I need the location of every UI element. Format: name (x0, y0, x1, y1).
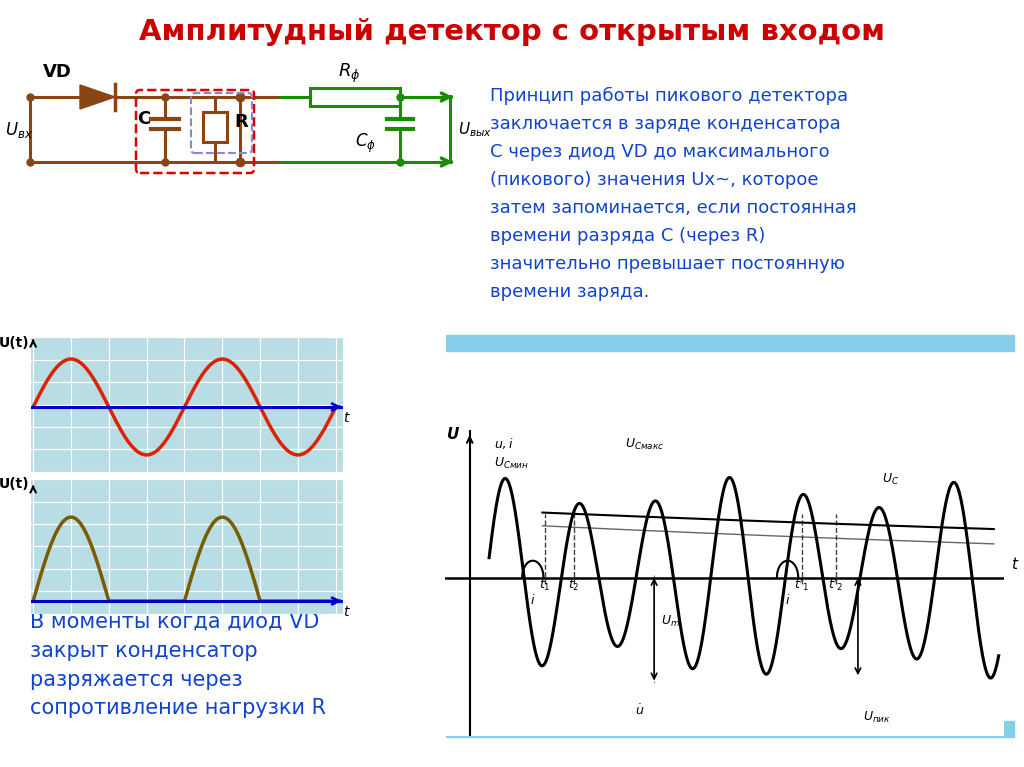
Text: $C_{\phi}$: $C_{\phi}$ (355, 132, 376, 155)
Text: $t'_1$: $t'_1$ (795, 577, 810, 594)
Text: i: i (785, 594, 790, 607)
Text: $U_{вх}$: $U_{вх}$ (5, 120, 33, 140)
Text: $t_2$: $t_2$ (568, 578, 580, 594)
Text: затем запоминается, если постоянная: затем запоминается, если постоянная (490, 199, 857, 217)
Text: U(t): U(t) (0, 336, 30, 350)
Text: $\dot{u}$: $\dot{u}$ (635, 703, 644, 718)
Polygon shape (80, 85, 115, 109)
Text: С через диод VD до максимального: С через диод VD до максимального (490, 143, 829, 161)
Bar (203, 112, 227, 142)
Text: C: C (137, 110, 151, 128)
Text: $t_1$: $t_1$ (539, 578, 551, 594)
Bar (446, 335, 1014, 351)
Text: времени заряда.: времени заряда. (490, 283, 649, 301)
Text: $R_{\phi}$: $R_{\phi}$ (338, 62, 360, 85)
Text: $u,i$: $u,i$ (494, 436, 514, 451)
Text: i: i (531, 594, 535, 607)
Text: Принцип работы пикового детектора: Принцип работы пикового детектора (490, 87, 848, 105)
Text: $U_{C мин}$: $U_{C мин}$ (494, 456, 529, 471)
Text: $U_{вых}$: $U_{вых}$ (458, 120, 493, 140)
Text: U(t): U(t) (0, 477, 30, 491)
Text: В моменты когда диод VD
закрыт конденсатор
разряжается через
сопротивление нагру: В моменты когда диод VD закрыт конденсат… (30, 612, 326, 719)
Text: t: t (343, 605, 348, 619)
Text: $U_{C макс}$: $U_{C макс}$ (625, 437, 665, 452)
Text: значительно превышает постоянную: значительно превышает постоянную (490, 255, 845, 273)
Text: t: t (1011, 558, 1017, 572)
Text: $U_{пик}$: $U_{пик}$ (863, 709, 891, 725)
Text: заключается в заряде конденсатора: заключается в заряде конденсатора (490, 115, 841, 133)
Bar (446, 721, 1014, 737)
Text: $t'_2$: $t'_2$ (828, 577, 844, 594)
Text: U: U (446, 427, 459, 443)
Text: t: t (343, 411, 348, 425)
Text: Амплитудный детектор с открытым входом: Амплитудный детектор с открытым входом (139, 18, 885, 46)
Text: времени разряда С (через R): времени разряда С (через R) (490, 227, 765, 245)
Text: $U_C$: $U_C$ (883, 472, 899, 486)
Text: (пикового) значения Ux~, которое: (пикового) значения Ux~, которое (490, 171, 818, 189)
Bar (310, 88, 400, 106)
Text: $U_m$: $U_m$ (662, 614, 681, 630)
Text: R: R (234, 113, 248, 131)
Text: VD: VD (43, 63, 72, 81)
